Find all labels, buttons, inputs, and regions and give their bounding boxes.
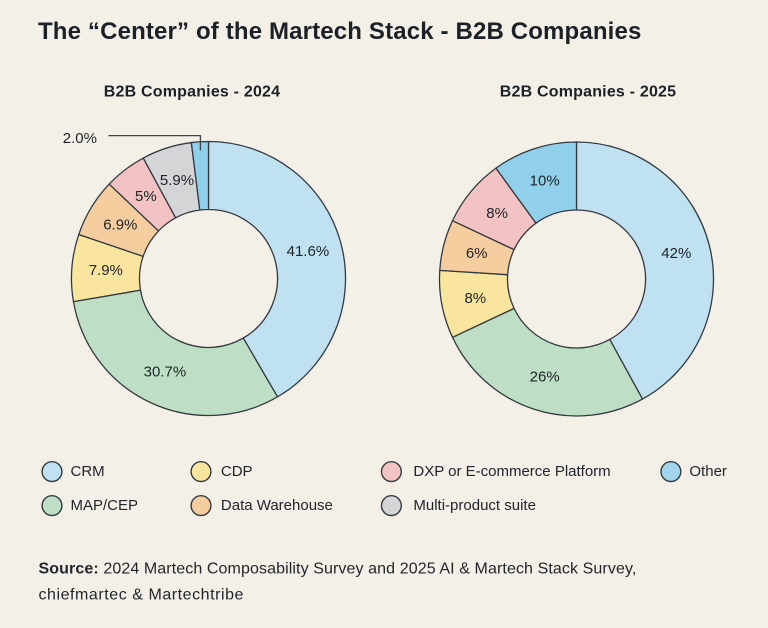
svg-text:Data Warehouse: Data Warehouse bbox=[221, 497, 333, 514]
svg-text:B2B Companies - 2025: B2B Companies - 2025 bbox=[500, 83, 677, 100]
svg-text:6.9%: 6.9% bbox=[103, 217, 137, 234]
svg-text:The “Center” of the Martech St: The “Center” of the Martech Stack - B2B … bbox=[38, 18, 641, 45]
svg-text:MAP/CEP: MAP/CEP bbox=[71, 497, 139, 514]
svg-text:30.7%: 30.7% bbox=[144, 363, 187, 380]
svg-text:5%: 5% bbox=[135, 188, 157, 205]
svg-text:5.9%: 5.9% bbox=[160, 172, 194, 189]
svg-text:6%: 6% bbox=[466, 245, 488, 262]
svg-text:42%: 42% bbox=[661, 245, 691, 262]
svg-text:Other: Other bbox=[689, 463, 727, 480]
svg-text:8%: 8% bbox=[464, 290, 486, 307]
svg-text:Source: 2024 Martech Composabi: Source: 2024 Martech Composability Surve… bbox=[39, 561, 637, 578]
svg-text:CRM: CRM bbox=[71, 463, 105, 480]
svg-text:2.0%: 2.0% bbox=[63, 130, 97, 147]
svg-text:8%: 8% bbox=[486, 205, 508, 222]
svg-text:CDP: CDP bbox=[221, 463, 253, 480]
svg-text:26%: 26% bbox=[530, 369, 560, 386]
svg-text:B2B Companies - 2024: B2B Companies - 2024 bbox=[104, 83, 281, 100]
svg-text:chiefmartec & Martechtribe: chiefmartec & Martechtribe bbox=[39, 587, 244, 604]
svg-text:DXP or E-commerce Platform: DXP or E-commerce Platform bbox=[413, 463, 610, 480]
svg-text:7.9%: 7.9% bbox=[89, 262, 123, 279]
svg-text:Multi-product suite: Multi-product suite bbox=[413, 497, 536, 514]
svg-text:41.6%: 41.6% bbox=[287, 243, 330, 260]
svg-text:10%: 10% bbox=[530, 173, 560, 190]
